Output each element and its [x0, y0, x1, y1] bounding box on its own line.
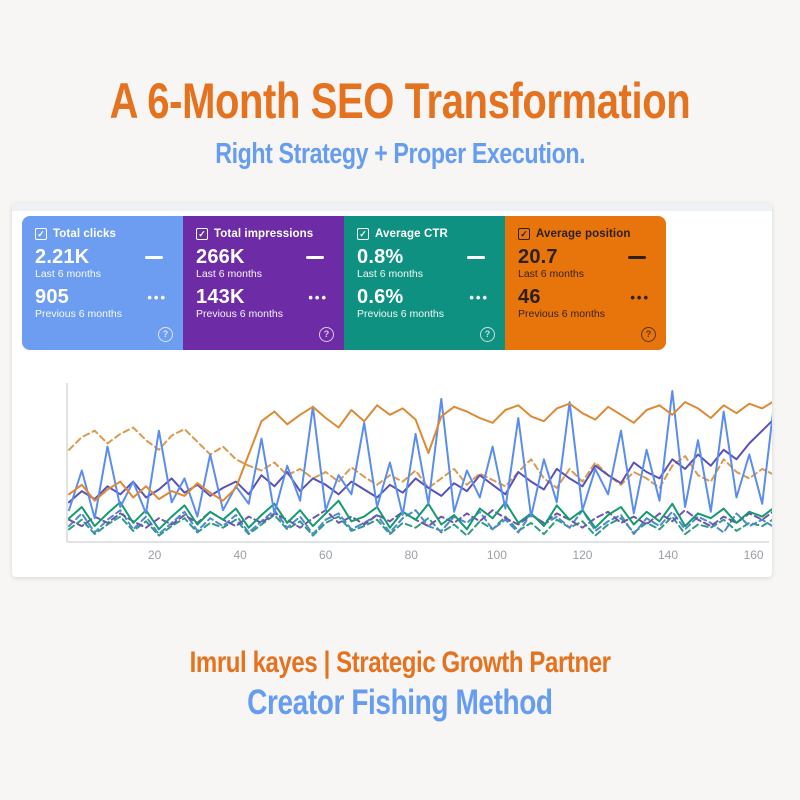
- chart-line: [68, 426, 776, 489]
- metric-value-previous: 143K: [196, 286, 245, 308]
- performance-chart: 20 40 60 80 100 120 140 160: [66, 383, 776, 562]
- metric-card-label: Total impressions: [214, 228, 314, 240]
- page-subtitle-text: Right Strategy + Proper Execution.: [215, 138, 585, 170]
- metric-value-current: 20.7: [518, 246, 558, 268]
- metric-value-previous: 905: [35, 286, 69, 308]
- x-axis-tick: 20: [148, 548, 162, 562]
- checkbox-icon[interactable]: ✓: [518, 228, 530, 240]
- x-axis-tick: 80: [405, 548, 419, 562]
- performance-chart-container: 20 40 60 80 100 120 140 160: [12, 371, 776, 577]
- dashed-line-legend-icon: •••: [308, 289, 328, 305]
- metric-card-average-position[interactable]: ✓ Average position 20.7 Last 6 months 46…: [505, 216, 666, 350]
- metric-period-previous: Previous 6 months: [518, 308, 605, 320]
- metric-value-previous: 0.6%: [357, 286, 404, 308]
- checkbox-icon[interactable]: ✓: [35, 228, 47, 240]
- chart-line: [68, 509, 776, 536]
- metric-value-current: 0.8%: [357, 246, 404, 268]
- footer-credit: Imrul kayes | Strategic Growth Partner: [0, 646, 800, 680]
- footer-brand-text: Creator Fishing Method: [247, 683, 553, 722]
- help-icon[interactable]: ?: [319, 327, 334, 342]
- solid-line-legend-icon: [306, 256, 324, 259]
- help-icon[interactable]: ?: [480, 327, 495, 342]
- solid-line-legend-icon: [467, 256, 485, 259]
- metric-card-total-impressions[interactable]: ✓ Total impressions 266K Last 6 months 1…: [183, 216, 344, 350]
- dashed-line-legend-icon: •••: [147, 289, 167, 305]
- metric-cards-row: ✓ Total clicks 2.21K Last 6 months 905 ••…: [22, 216, 666, 350]
- page-title-text: A 6-Month SEO Transformation: [109, 73, 691, 129]
- metric-card-label: Total clicks: [53, 228, 116, 240]
- panel-top-strip: [12, 203, 772, 211]
- chart-line: [68, 399, 776, 502]
- metric-card-total-clicks[interactable]: ✓ Total clicks 2.21K Last 6 months 905 ••…: [22, 216, 183, 350]
- page-title: A 6-Month SEO Transformation: [0, 72, 800, 130]
- help-icon[interactable]: ?: [641, 327, 656, 342]
- metric-period-previous: Previous 6 months: [196, 308, 283, 320]
- checkbox-icon[interactable]: ✓: [196, 228, 208, 240]
- page-subtitle: Right Strategy + Proper Execution.: [0, 138, 800, 171]
- dashed-line-legend-icon: •••: [469, 289, 489, 305]
- metric-value-previous: 46: [518, 286, 541, 308]
- help-icon[interactable]: ?: [158, 327, 173, 342]
- metric-card-label: Average position: [536, 228, 631, 240]
- x-axis-tick: 60: [319, 548, 333, 562]
- footer-brand: Creator Fishing Method: [0, 683, 800, 723]
- x-axis-tick: 140: [658, 548, 678, 562]
- metric-card-average-ctr[interactable]: ✓ Average CTR 0.8% Last 6 months 0.6% •••…: [344, 216, 505, 350]
- footer-credit-text: Imrul kayes | Strategic Growth Partner: [189, 646, 611, 679]
- chart-line: [68, 417, 776, 504]
- dashed-line-legend-icon: •••: [630, 289, 650, 305]
- x-axis-tick: 160: [744, 548, 764, 562]
- chart-line: [68, 499, 776, 531]
- x-axis-tick: 40: [233, 548, 247, 562]
- checkbox-icon[interactable]: ✓: [357, 228, 369, 240]
- metric-period-current: Last 6 months: [35, 268, 101, 280]
- metric-value-current: 2.21K: [35, 246, 90, 268]
- chart-line: [68, 514, 776, 537]
- metric-card-label: Average CTR: [375, 228, 448, 240]
- metric-period-current: Last 6 months: [196, 268, 262, 280]
- search-console-panel: ✓ Total clicks 2.21K Last 6 months 905 ••…: [12, 203, 776, 577]
- chart-line: [68, 390, 776, 520]
- x-axis-tick: 120: [572, 548, 592, 562]
- chart-line: [68, 509, 776, 529]
- metric-period-previous: Previous 6 months: [357, 308, 444, 320]
- metric-period-current: Last 6 months: [518, 268, 584, 280]
- x-axis-tick: 100: [487, 548, 507, 562]
- metric-period-current: Last 6 months: [357, 268, 423, 280]
- solid-line-legend-icon: [145, 256, 163, 259]
- metric-value-current: 266K: [196, 246, 245, 268]
- metric-period-previous: Previous 6 months: [35, 308, 122, 320]
- solid-line-legend-icon: [628, 256, 646, 259]
